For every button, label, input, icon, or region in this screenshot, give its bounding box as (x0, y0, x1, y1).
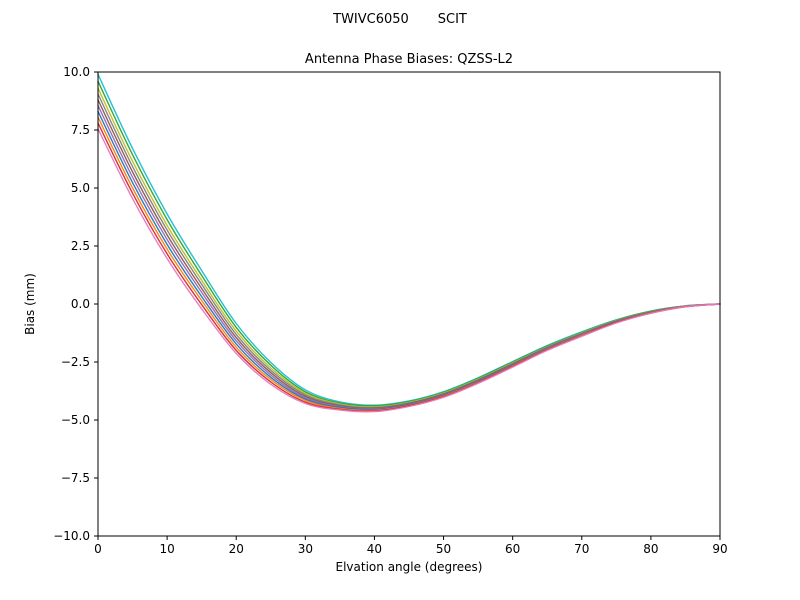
y-tick-label: 5.0 (71, 181, 90, 195)
x-tick-label: 0 (94, 542, 102, 556)
y-tick-label: −2.5 (61, 355, 90, 369)
figure-suptitle: TWIVC6050 SCIT (332, 12, 467, 27)
y-tick-label: 0.0 (71, 297, 90, 311)
series-line-series-9 (97, 122, 721, 412)
y-tick-label: 7.5 (71, 123, 90, 137)
plot-area: 0 10 20 30 40 50 60 70 80 90 −10.0 −7.5 −5.0 −2.5 0.0 2… (53, 65, 727, 556)
y-tick-label: 10.0 (63, 65, 90, 79)
x-tick-label: 80 (643, 542, 658, 556)
y-tick-label: 2.5 (71, 239, 90, 253)
chart-title: Antenna Phase Biases: QZSS-L2 (305, 52, 513, 67)
x-tick-label: 90 (712, 542, 727, 556)
axes-spines (97, 71, 721, 537)
series-line-series-6 (97, 104, 721, 410)
x-tick-label: 30 (298, 542, 313, 556)
series-line-series-3 (97, 87, 721, 408)
y-tick-label: −10.0 (53, 529, 90, 543)
x-tick-label: 40 (367, 542, 382, 556)
series-line-series-2 (97, 80, 721, 407)
x-tick-label: 70 (574, 542, 589, 556)
x-axis-label: Elvation angle (degrees) (336, 560, 483, 574)
y-axis-label: Bias (mm) (23, 273, 37, 335)
series-line-series-1 (97, 73, 721, 406)
x-tick-label: 60 (505, 542, 520, 556)
y-tick-label: −5.0 (61, 413, 90, 427)
x-tick-label: 20 (229, 542, 244, 556)
y-tick-label: −7.5 (61, 471, 90, 485)
x-tick-label: 50 (436, 542, 451, 556)
series-line-series-10 (97, 128, 721, 413)
x-tick-label: 10 (159, 542, 174, 556)
series-line-series-4 (97, 93, 721, 409)
